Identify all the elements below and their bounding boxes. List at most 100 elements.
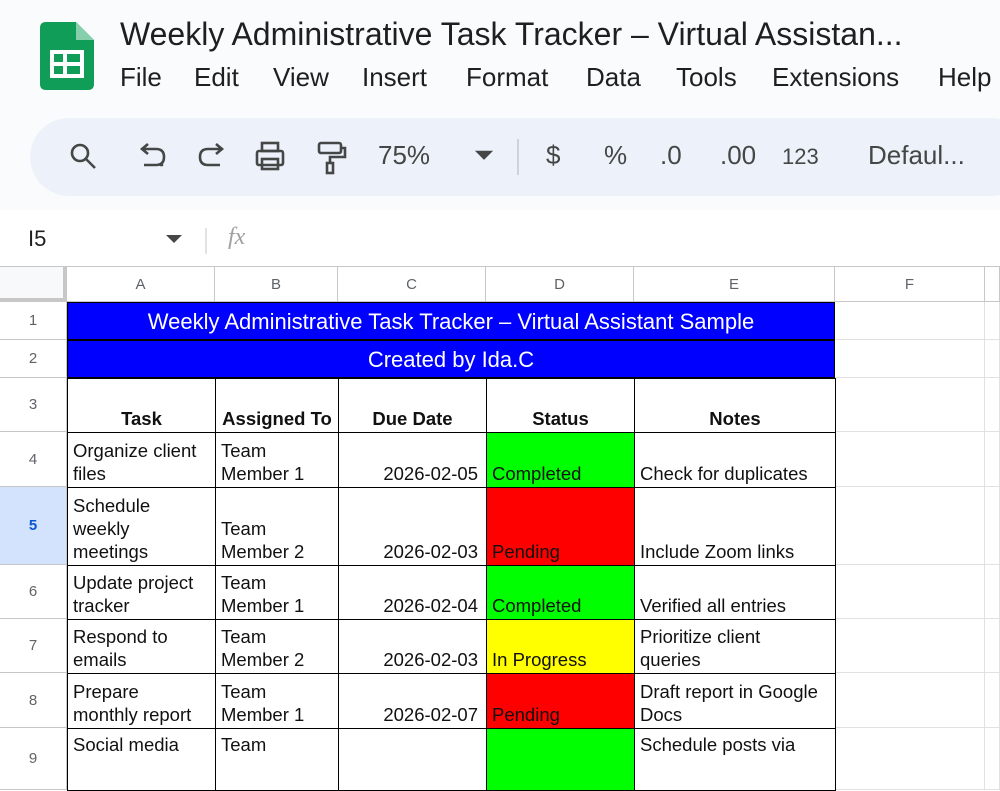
toolbar: [30, 118, 1000, 196]
cell: [985, 340, 1000, 378]
cell[interactable]: 2026-02-04: [338, 565, 487, 620]
cell[interactable]: Prepare monthly report: [67, 673, 216, 729]
formula-icons: [166, 228, 207, 254]
percent-button[interactable]: %: [604, 140, 628, 170]
cell: [835, 302, 985, 340]
cell[interactable]: Social media: [67, 728, 216, 791]
cell[interactable]: 2026-02-07: [338, 673, 487, 729]
row-header[interactable]: 5: [0, 487, 67, 565]
row-header[interactable]: 6: [0, 565, 67, 619]
cell[interactable]: [486, 728, 635, 791]
cell[interactable]: Respond to emails: [67, 619, 216, 674]
header-cell[interactable]: Task: [67, 378, 216, 433]
cell[interactable]: 2026-02-03: [338, 487, 487, 566]
header-cell[interactable]: Status: [486, 378, 635, 433]
cell[interactable]: Team: [215, 728, 339, 791]
menu-item[interactable]: View: [273, 62, 329, 92]
column-header[interactable]: A: [67, 267, 215, 302]
cell[interactable]: Team Member 1: [215, 565, 339, 620]
page: Weekly Administrative Task Tracker – Vir…: [0, 16, 1000, 791]
currency-button[interactable]: $: [546, 140, 561, 170]
cell[interactable]: Organize client files: [67, 432, 216, 488]
cell[interactable]: Team Member 2: [215, 487, 339, 566]
header-cell[interactable]: Notes: [634, 378, 836, 433]
row-header[interactable]: 9: [0, 728, 67, 790]
cell[interactable]: Team Member 1: [215, 432, 339, 488]
cell: [985, 487, 1000, 565]
menu-item[interactable]: Edit: [194, 62, 239, 92]
column-header[interactable]: E: [634, 267, 835, 302]
column-header[interactable]: D: [486, 267, 634, 302]
fx-label: fx: [228, 224, 246, 250]
cell: [985, 432, 1000, 487]
decrease-decimal-button[interactable]: .0: [660, 140, 682, 170]
menu-item[interactable]: Help: [938, 62, 992, 92]
increase-decimal-button[interactable]: .00: [720, 140, 757, 170]
cell[interactable]: Draft report in Google Docs: [634, 673, 836, 729]
cell: [835, 728, 985, 790]
cell[interactable]: Schedule posts via: [634, 728, 836, 791]
sheets-logo[interactable]: [40, 22, 94, 90]
corner: [0, 267, 67, 302]
row-header[interactable]: 4: [0, 432, 67, 487]
cell[interactable]: Check for duplicates: [634, 432, 836, 488]
cell[interactable]: Completed: [486, 565, 635, 620]
menu-item[interactable]: Tools: [676, 62, 737, 92]
cell[interactable]: [338, 728, 487, 791]
cell: [985, 565, 1000, 619]
cell: [835, 565, 985, 619]
menu-item[interactable]: File: [120, 62, 162, 92]
cell[interactable]: Prioritize client queries: [634, 619, 836, 674]
header-cell[interactable]: Due Date: [338, 378, 487, 433]
cell: [985, 302, 1000, 340]
cell: [835, 487, 985, 565]
cell[interactable]: 2026-02-03: [338, 619, 487, 674]
cell: [835, 673, 985, 728]
cell[interactable]: Pending: [486, 673, 635, 729]
cell: [985, 619, 1000, 673]
paint-format-icon[interactable]: [317, 141, 343, 155]
menu-item[interactable]: Format: [466, 62, 549, 92]
redo-icon[interactable]: [198, 143, 225, 167]
row-header[interactable]: 2: [0, 340, 67, 378]
cell: [835, 432, 985, 487]
cell[interactable]: Completed: [486, 432, 635, 488]
zoom-select[interactable]: 75%: [378, 140, 431, 170]
column-header: [985, 267, 1000, 302]
number-format-button[interactable]: 123: [782, 144, 819, 169]
menu-item[interactable]: Data: [586, 62, 641, 92]
cell: [985, 673, 1000, 728]
menu-item[interactable]: Extensions: [772, 62, 900, 92]
cell[interactable]: Team Member 2: [215, 619, 339, 674]
column-header[interactable]: B: [215, 267, 338, 302]
header-cell[interactable]: Assigned To: [215, 378, 339, 433]
row-header[interactable]: 8: [0, 673, 67, 728]
undo-icon[interactable]: [139, 143, 166, 167]
cell: [835, 378, 985, 432]
column-header[interactable]: F: [835, 267, 985, 302]
cell[interactable]: Verified all entries: [634, 565, 836, 620]
cell[interactable]: Team Member 1: [215, 673, 339, 729]
document-title[interactable]: Weekly Administrative Task Tracker – Vir…: [120, 16, 903, 52]
cell[interactable]: In Progress: [486, 619, 635, 674]
font-select[interactable]: Defaul...: [868, 140, 965, 170]
row-header[interactable]: 7: [0, 619, 67, 673]
banner-cell[interactable]: Created by Ida.C: [67, 340, 835, 378]
zoom-dropdown[interactable]: [474, 150, 494, 160]
cell[interactable]: 2026-02-05: [338, 432, 487, 488]
toolbar-icons: [70, 139, 519, 175]
cell: [985, 378, 1000, 432]
name-box-dropdown[interactable]: [166, 235, 182, 243]
cell[interactable]: Schedule weekly meetings: [67, 487, 216, 566]
column-header[interactable]: C: [338, 267, 486, 302]
banner-cell[interactable]: Weekly Administrative Task Tracker – Vir…: [67, 302, 835, 340]
cell[interactable]: Pending: [486, 487, 635, 566]
search-icon[interactable]: [70, 143, 90, 163]
menu-item[interactable]: Insert: [362, 62, 428, 92]
cell[interactable]: Update project tracker: [67, 565, 216, 620]
cell: [835, 619, 985, 673]
name-box[interactable]: I5: [28, 226, 47, 251]
cell[interactable]: Include Zoom links: [634, 487, 836, 566]
row-header[interactable]: 1: [0, 302, 67, 340]
row-header[interactable]: 3: [0, 378, 67, 432]
